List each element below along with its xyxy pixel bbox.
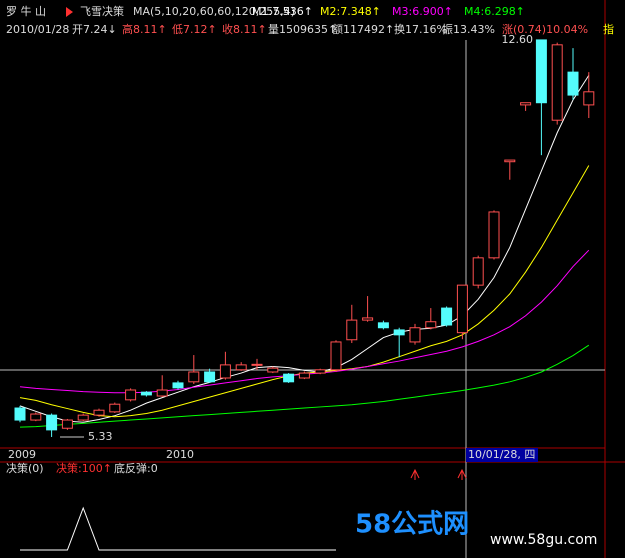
candle-body xyxy=(204,371,216,383)
candle-body xyxy=(441,307,453,326)
candle-body xyxy=(125,389,137,401)
candle-body xyxy=(346,319,358,341)
candle-body xyxy=(456,284,468,334)
watermark-url: www.58gu.com xyxy=(490,532,597,548)
candle-body xyxy=(156,389,168,397)
candle-body xyxy=(472,257,484,286)
ma-line xyxy=(19,344,590,428)
legend-entry: M2:7.348↑ xyxy=(320,5,381,18)
candle-body xyxy=(377,322,389,329)
low-annotation: 5.33 xyxy=(88,430,113,443)
candle-body xyxy=(46,414,58,431)
candle-body xyxy=(219,364,231,379)
candle-body xyxy=(535,39,547,104)
watermark-brand: 58公式网 xyxy=(355,510,469,540)
high-annotation: 12.60 xyxy=(502,33,534,46)
legend-entry: M4:6.298↑ xyxy=(464,5,525,18)
candle-body xyxy=(93,409,105,416)
indicator-marker xyxy=(66,7,73,17)
signal-arrows xyxy=(410,468,467,480)
quote-item: 振13.43% xyxy=(442,22,495,36)
candle-body xyxy=(330,341,342,371)
candle-body xyxy=(172,382,184,389)
indicator-legend: 决策:100↑ xyxy=(56,461,112,475)
quote-item: 指 xyxy=(603,22,614,36)
candle-body xyxy=(283,373,295,383)
indicator-line xyxy=(20,506,336,551)
candle-body xyxy=(409,327,421,343)
indicator-title: 决策(0) xyxy=(6,461,44,475)
candle-body xyxy=(551,44,563,121)
candle-body xyxy=(583,91,595,106)
indicator-legend: 底反弹:0 xyxy=(114,461,158,475)
x-tick-label: 2009 xyxy=(8,448,36,461)
candle-body xyxy=(30,413,42,421)
quote-date: 2010/01/28 xyxy=(6,23,69,36)
candle-body xyxy=(362,317,374,321)
x-tick-label: 2010 xyxy=(166,448,194,461)
stock-name: 罗 牛 山 xyxy=(6,4,46,18)
cursor-label: 10/01/28, 四 xyxy=(468,448,535,461)
candle-body xyxy=(109,403,121,413)
candle-body xyxy=(567,71,579,96)
quote-item: 高8.11↑ xyxy=(122,22,167,36)
ma-line xyxy=(19,249,590,394)
candle-body xyxy=(251,363,263,366)
indicator-name: 飞雪决策 xyxy=(80,4,124,18)
legend-entry: M1:7.536↑ xyxy=(252,5,313,18)
quote-item: 额117492↑ xyxy=(332,23,394,36)
quote-item: 低7.12↑ xyxy=(172,23,217,36)
candle-body xyxy=(77,414,89,421)
candle-body xyxy=(504,159,516,163)
quote-item: 量1509635↑ xyxy=(268,23,337,36)
quote-item: 开7.24↓ xyxy=(72,23,117,36)
candle-body xyxy=(488,211,500,259)
candle-body xyxy=(520,102,532,106)
quote-item: 换17.16% xyxy=(394,22,447,36)
quote-item: 涨(0.74)10.04% xyxy=(502,23,588,36)
candle-body xyxy=(314,369,326,374)
candle-body xyxy=(140,391,152,396)
candle-body xyxy=(298,372,310,379)
cursor-box xyxy=(466,448,538,462)
candle-body xyxy=(393,329,405,336)
candle-body xyxy=(14,407,26,421)
candle-body xyxy=(425,321,437,329)
candle-body xyxy=(267,367,279,373)
candle-body xyxy=(235,364,247,371)
ma-params: MA(5,10,20,60,60,120,255,4) xyxy=(133,5,295,18)
candle-body xyxy=(61,419,73,429)
candle-body xyxy=(188,371,200,383)
quote-item: 收8.11↑ xyxy=(222,22,267,36)
legend-entry: M3:6.900↑ xyxy=(392,5,453,18)
ma-line xyxy=(19,75,590,423)
